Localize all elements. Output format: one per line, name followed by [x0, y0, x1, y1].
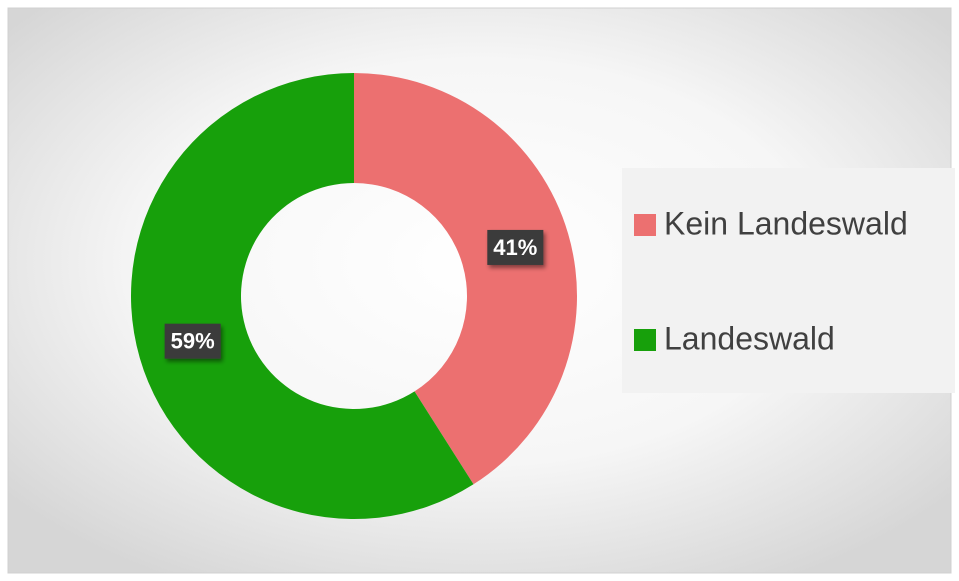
data-label-box — [487, 229, 544, 265]
data-label-box — [164, 323, 221, 359]
data-label: 41% — [493, 235, 537, 260]
donut-slice — [131, 72, 474, 520]
legend-box — [622, 168, 955, 393]
legend-label: Kein Landeswald — [664, 205, 908, 241]
data-label: 59% — [171, 329, 215, 354]
donut-slice — [354, 73, 578, 485]
legend-swatch — [634, 214, 656, 236]
legend-label: Landeswald — [664, 320, 835, 356]
legend-swatch — [634, 329, 656, 351]
